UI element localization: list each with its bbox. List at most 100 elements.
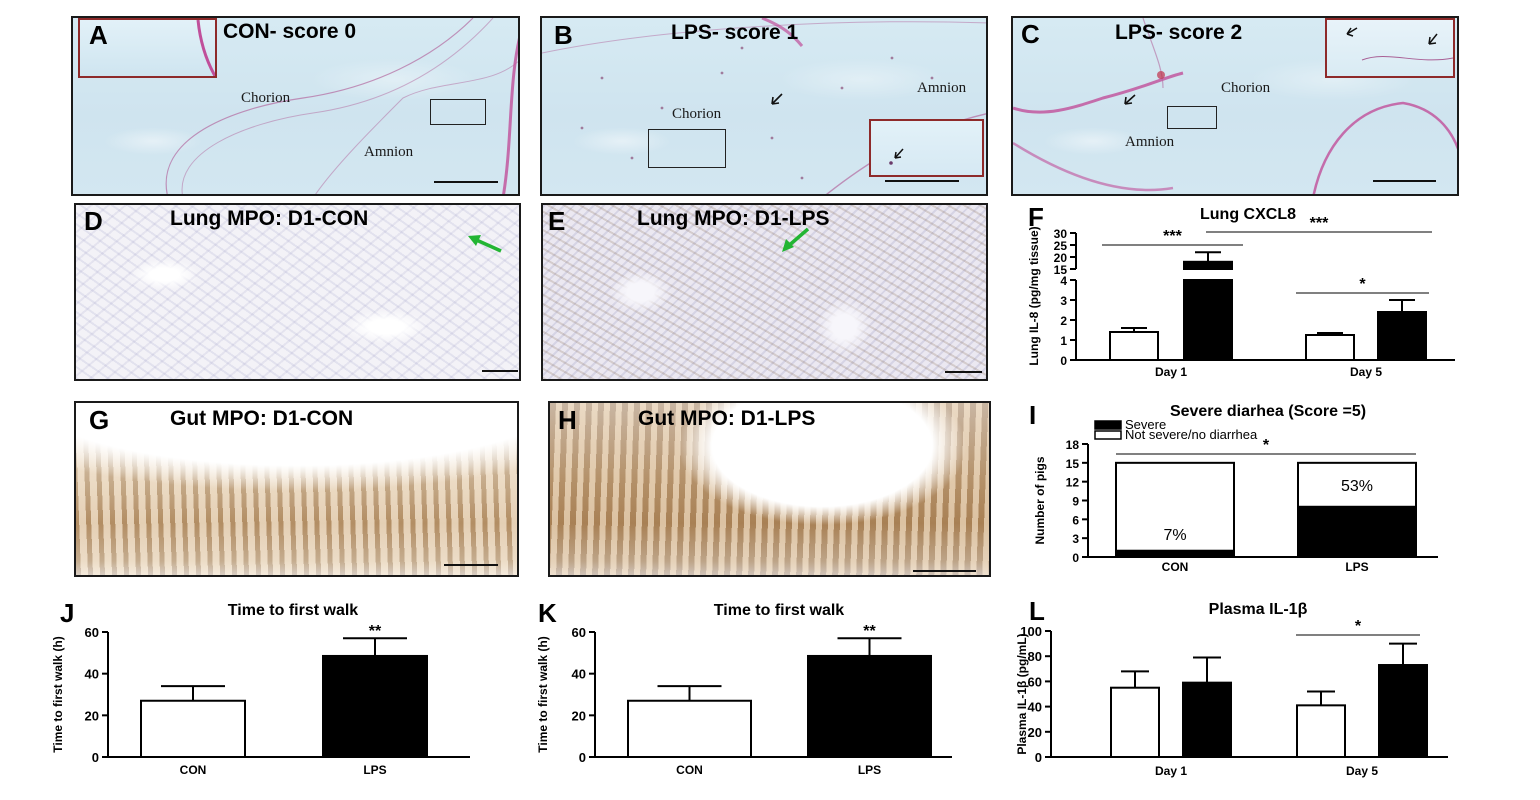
y-axis-label: Time to first walk (h) [51,636,65,752]
bar [1110,686,1160,758]
x-tick-label: LPS [1345,560,1368,574]
x-tick-label: Day 1 [1155,365,1187,379]
bar [1378,664,1428,758]
green-arrow [782,227,810,252]
bar [1109,331,1159,361]
bar [807,654,932,758]
region-of-interest-box [648,129,726,168]
y-tick-label: 60 [1028,674,1042,689]
chorion-label: Chorion [241,90,291,106]
y-tick-label: 18 [1066,438,1080,452]
panel-a-inset [78,18,217,78]
y-tick-label: 25 [1054,239,1068,253]
bar [1377,311,1427,361]
y-tick-label: 30 [1054,227,1068,241]
stacked-bar-segment [1297,505,1417,558]
y-tick-label: 20 [572,708,586,723]
panel-title: Lung MPO: D1-CON [170,207,369,230]
significance-marker: *** [1310,215,1329,232]
bar [322,654,428,758]
scale-bar [434,181,498,183]
y-tick-label: 12 [1066,476,1080,490]
y-tick-label: 3 [1072,532,1079,546]
panel-h-micrograph: H Gut MPO: D1-LPS [548,401,991,577]
y-tick-label: 100 [1020,624,1042,639]
chart-title: Time to first walk [228,602,359,619]
bar [1182,681,1232,758]
panel-title: Gut MPO: D1-LPS [638,407,816,430]
significance-marker: * [1263,437,1270,454]
chart-title: Time to first walk [714,602,845,619]
y-tick-label: 0 [1060,354,1067,368]
y-tick-label: 4 [1060,274,1067,288]
y-axis-label: Lung IL-8 (pg/mg tissue) [1027,226,1041,365]
x-tick-label: Day 1 [1155,764,1187,778]
fetal-membrane-tissue [1013,18,1457,194]
significance-marker: * [1355,618,1362,635]
panel-title: LPS- score 2 [1115,21,1243,44]
panel-b-inset [869,119,984,177]
bar-percent-label: 53% [1341,478,1373,495]
panel-letter: A [89,20,108,50]
y-tick-label: 1 [1060,334,1067,348]
x-tick-label: LPS [363,763,386,777]
stacked-bar-segment [1115,461,1235,552]
fetal-membrane-tissue [165,18,518,194]
scale-bar [1373,180,1436,182]
bar [1183,260,1233,270]
significance-marker: ** [369,623,382,640]
y-tick-label: 9 [1072,495,1079,509]
x-tick-label: Day 5 [1346,764,1378,778]
bar-percent-label: 7% [1163,527,1186,544]
legend-swatch [1094,430,1122,440]
legend-label: Severe [1125,417,1166,432]
time-to-first-walk-chart: Time to first walk Time to first walk (h)… [536,602,952,777]
x-tick-label: CON [676,763,703,777]
y-axis-label: Time to first walk (h) [536,636,550,752]
y-tick-label: 20 [1028,725,1042,740]
y-tick-label: 0 [1072,551,1079,565]
y-tick-label: 0 [92,750,99,765]
panel-letter: D [84,206,103,236]
region-of-interest-box [1167,106,1217,129]
panel-letter: B [554,20,573,50]
y-tick-label: 0 [1035,750,1042,765]
significance-marker: * [1359,276,1366,293]
scale-bar [444,564,498,566]
y-tick-label: 60 [85,625,99,640]
y-tick-label: 15 [1066,457,1080,471]
x-tick-label: LPS [858,763,881,777]
panel-letter: J [60,598,75,628]
panel-letter: K [538,598,557,628]
panel-letter: H [558,405,577,435]
y-tick-label: 40 [1028,700,1042,715]
plasma-il1b-chart: Plasma IL-1β Plasma IL-1β (pg/mL) 0 20 40 60 8… [1015,601,1448,778]
scale-bar [913,570,976,572]
chart-title: Severe diarhea (Score =5) [1170,403,1366,420]
panel-j-chart: J Time to first walk Time to first walk (… [40,595,510,785]
chorion-label: Chorion [1221,80,1271,96]
panel-title: CON- score 0 [223,20,357,43]
panel-a-micrograph: A CON- score 0 Chorion Amnion [71,16,520,196]
panel-title: Gut MPO: D1-CON [170,407,354,430]
legend-swatch [1094,420,1122,430]
bar [1305,334,1355,361]
y-tick-label: 3 [1060,294,1067,308]
panel-e-micrograph: E Lung MPO: D1-LPS [541,203,988,381]
panel-letter: G [89,405,110,435]
chart-title: Plasma IL-1β [1209,601,1308,618]
panel-c-inset [1325,18,1455,78]
panel-letter: E [548,206,566,236]
legend-label: Not severe/no diarrhea [1125,427,1258,442]
panel-letter: F [1028,202,1044,232]
panel-title: Lung MPO: D1-LPS [637,207,830,230]
panel-d-micrograph: D Lung MPO: D1-CON [74,203,521,381]
y-tick-label: 80 [1028,649,1042,664]
y-tick-label: 6 [1072,513,1079,527]
scale-bar [945,371,982,373]
panel-title: LPS- score 1 [671,21,799,44]
panel-letter: I [1029,400,1037,430]
y-tick-label: 15 [1054,263,1068,277]
